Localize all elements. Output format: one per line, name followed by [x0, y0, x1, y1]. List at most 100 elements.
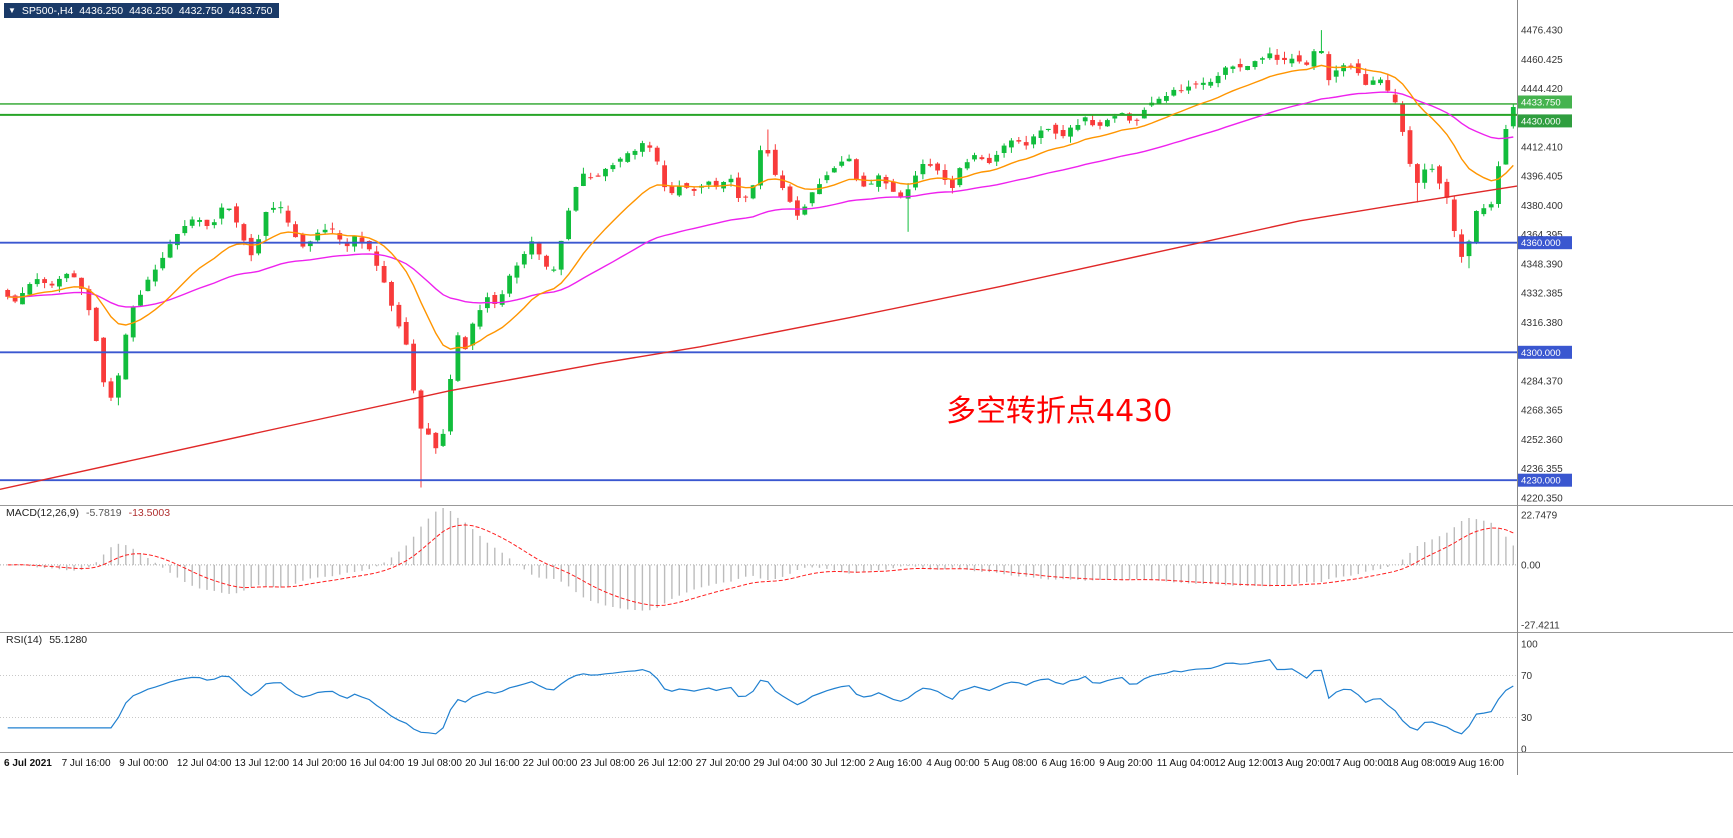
candle-body	[676, 185, 682, 196]
candle-body	[507, 275, 512, 294]
candle-body	[234, 206, 239, 223]
candle-body	[27, 284, 33, 295]
candle-body	[684, 183, 690, 188]
candle-body	[809, 192, 815, 204]
candle-body	[211, 222, 217, 226]
candle-body	[514, 265, 520, 278]
rsi-axis-label: 30	[1521, 713, 1533, 724]
candle-body	[913, 175, 918, 188]
candle-body	[1407, 130, 1413, 164]
candle-body	[558, 240, 564, 270]
time-axis-label: 7 Jul 16:00	[62, 758, 111, 769]
candle-body	[5, 290, 11, 297]
candle-body	[1252, 61, 1258, 67]
fast-ma-line	[7, 64, 1514, 350]
time-axis-label: 26 Jul 12:00	[638, 758, 693, 769]
time-axis-label: 19 Aug 16:00	[1445, 758, 1504, 769]
candle-body	[1474, 211, 1479, 244]
candle-body	[1127, 113, 1132, 121]
price-line-badge: 4300.000	[1521, 348, 1561, 359]
candle-body	[1459, 234, 1464, 257]
candle-body	[1171, 89, 1177, 96]
candle-body	[322, 229, 328, 233]
time-axis-label: 5 Aug 08:00	[984, 758, 1038, 769]
candle-body	[189, 219, 195, 226]
candle-body	[307, 241, 313, 247]
time-axis-label: 6 Aug 16:00	[1042, 758, 1096, 769]
candle-body	[861, 175, 867, 187]
candle-body	[1392, 94, 1398, 103]
candle-body	[1208, 81, 1214, 86]
candle-body	[167, 244, 173, 258]
current-price-badge-bg	[1518, 95, 1572, 109]
candle-body	[138, 294, 143, 306]
candle-body	[905, 189, 911, 199]
candle-body	[566, 210, 571, 240]
candle-body	[433, 432, 439, 449]
candle-body	[706, 181, 712, 185]
candle-body	[617, 158, 623, 162]
candle-body	[64, 273, 70, 279]
price-axis-label: 4364.395	[1521, 230, 1563, 241]
candle-body	[1466, 241, 1472, 257]
candle-body	[1178, 90, 1184, 92]
macd-axis-label: 0.00	[1521, 560, 1541, 571]
candle-body	[1289, 58, 1295, 64]
candle-body	[972, 155, 977, 160]
candle-body	[1038, 130, 1044, 138]
macd-main-value: -5.7819	[85, 507, 122, 519]
candle-body	[93, 307, 99, 341]
candle-body	[1385, 80, 1391, 91]
candle-body	[352, 236, 357, 247]
candle-body	[12, 295, 18, 302]
candle-body	[271, 207, 276, 210]
candle-body	[765, 150, 771, 154]
candle-body	[1496, 166, 1501, 204]
candle-body	[1333, 70, 1339, 77]
candle-body	[1060, 130, 1066, 137]
candle-body	[263, 212, 269, 236]
macd-name: MACD(12,26,9)	[6, 507, 79, 519]
candle-body	[1090, 120, 1095, 126]
candle-body	[470, 323, 476, 346]
time-axis-label: 20 Jul 16:00	[465, 758, 520, 769]
chart-dropdown-icon[interactable]: ▼	[8, 6, 16, 15]
candle-body	[1503, 129, 1509, 165]
candle-body	[1009, 140, 1014, 148]
rsi-axis-label: 70	[1521, 671, 1533, 682]
candle-body	[71, 273, 77, 278]
candle-body	[101, 337, 106, 383]
candle-body	[42, 279, 47, 283]
candle-body	[426, 428, 431, 435]
candle-body	[1156, 98, 1162, 105]
time-axis-label: 30 Jul 12:00	[811, 758, 866, 769]
candle-body	[1068, 127, 1073, 137]
candle-body	[293, 224, 298, 238]
candle-body	[1510, 107, 1516, 127]
price-axis-label: 4348.390	[1521, 259, 1563, 270]
candle-body	[256, 239, 261, 254]
candle-body	[1311, 51, 1317, 67]
candle-body	[1119, 113, 1125, 115]
time-axis-label: 11 Aug 04:00	[1157, 758, 1216, 769]
price-axis-label: 4396.405	[1521, 172, 1563, 183]
time-axis-label: 12 Aug 12:00	[1214, 758, 1273, 769]
candle-body	[1378, 79, 1383, 84]
candle-body	[330, 228, 335, 230]
candle-body	[1296, 55, 1302, 62]
candle-body	[182, 226, 188, 234]
candle-body	[802, 206, 808, 215]
candle-body	[986, 157, 992, 163]
quote-close: 4433.750	[228, 4, 273, 17]
chart-caption[interactable]: ▼ SP500-,H4 4436.250 4436.250 4432.750 4…	[4, 3, 280, 18]
candle-body	[839, 161, 845, 166]
candle-body	[824, 175, 830, 181]
candle-body	[979, 157, 985, 160]
candle-body	[750, 185, 756, 199]
candle-body	[116, 375, 121, 398]
candle-body	[876, 175, 881, 187]
candle-body	[344, 242, 350, 247]
candle-body	[1230, 66, 1236, 69]
candle-body	[175, 234, 180, 246]
